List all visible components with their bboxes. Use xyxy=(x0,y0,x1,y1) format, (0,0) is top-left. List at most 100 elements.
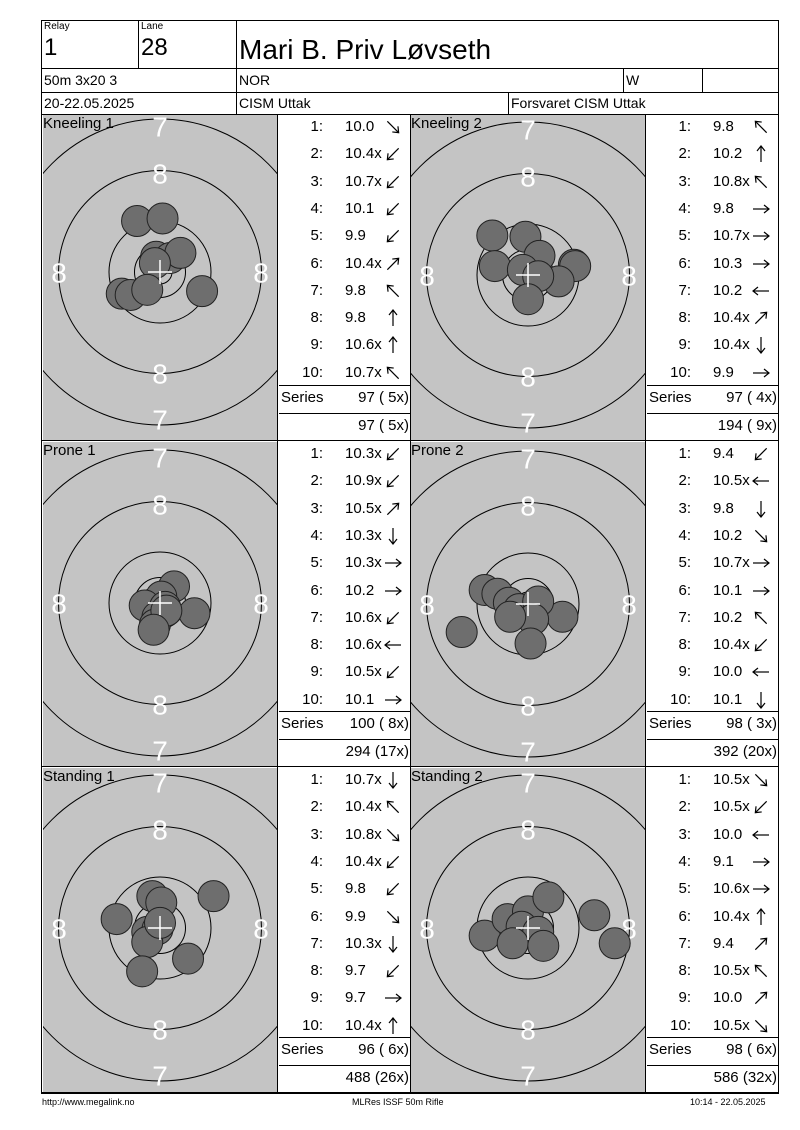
ring-number: 7 xyxy=(152,1060,168,1091)
footer-software: MLRes ISSF 50m Rifle xyxy=(352,1097,444,1107)
shot-row: 6: 10.4x xyxy=(279,251,411,278)
shot-hole xyxy=(186,275,219,308)
shot-value: 10.5x xyxy=(345,499,382,517)
direction-arrow-icon xyxy=(386,475,400,488)
shot-row: 7: 9.8 xyxy=(279,278,411,305)
shot-value: 10.7x xyxy=(345,172,382,190)
footer-url[interactable]: http://www.megalink.no xyxy=(42,1097,135,1107)
shot-value: 9.1 xyxy=(713,852,734,870)
shot-hole xyxy=(138,247,171,280)
direction-arrow-icon xyxy=(386,175,400,188)
ring-number: 8 xyxy=(621,260,637,291)
shot-row: 3: 10.7x xyxy=(279,169,411,196)
shot-number: 3: xyxy=(678,825,691,843)
shot-row: 7: 10.6x xyxy=(279,605,411,632)
series-score: 100 ( 8x) xyxy=(349,715,409,732)
direction-arrow-icon xyxy=(385,586,402,595)
shot-number: 1: xyxy=(678,771,691,788)
shot-row: 5: 10.7x xyxy=(647,223,779,250)
shot-row: 9: 10.6x xyxy=(279,332,411,359)
shot-hole xyxy=(137,613,170,646)
shot-value: 9.4 xyxy=(713,445,734,462)
event-name: 50m 3x20 3 xyxy=(44,72,118,88)
ring-number: 8 xyxy=(520,690,536,721)
shot-number: 10: xyxy=(670,690,691,708)
series-score: 98 ( 6x) xyxy=(726,1041,777,1058)
series-title: Series xyxy=(281,715,324,732)
shot-hole xyxy=(172,942,205,975)
target-ring xyxy=(411,121,645,429)
shot-value: 10.4x xyxy=(345,798,382,816)
shot-row: 4: 10.1 xyxy=(279,196,411,223)
shot-row: 3: 10.8x xyxy=(647,169,779,196)
shot-value: 9.8 xyxy=(345,281,366,299)
ring-number: 7 xyxy=(152,115,168,142)
series-score: 98 ( 3x) xyxy=(726,715,777,732)
shot-value: 10.8x xyxy=(345,825,382,843)
shot-value: 10.5x xyxy=(713,1016,750,1034)
direction-arrow-icon xyxy=(754,611,768,624)
shot-number: 4: xyxy=(310,199,323,217)
ring-number: 8 xyxy=(152,358,168,389)
shot-hole xyxy=(178,597,211,630)
shot-value: 10.4x xyxy=(345,1016,382,1034)
target-ring xyxy=(43,774,277,1082)
shot-value: 9.7 xyxy=(345,989,366,1007)
direction-arrow-icon xyxy=(754,639,768,652)
series-title: Series xyxy=(281,1041,324,1058)
shot-row: 6: 10.4x xyxy=(647,904,779,931)
series-label: Kneeling 1 xyxy=(43,115,114,132)
shot-value: 10.7x xyxy=(345,771,382,788)
direction-arrow-icon xyxy=(386,284,400,297)
shot-number: 3: xyxy=(310,825,323,843)
shot-value: 10.7x xyxy=(345,363,382,381)
shot-number: 2: xyxy=(678,472,691,490)
shot-hole xyxy=(100,903,133,936)
shot-list: 1: 10.5x 2: 10.5x 3: 10.0 4: 9.1 5: 10.6x 6: 10.4x 7… xyxy=(647,767,779,1093)
shot-hole xyxy=(476,219,509,252)
gender: W xyxy=(626,72,640,88)
series-panel: 7 8 8 8 8 7 Kneeling 2 1: 9.8 2: 10.2 3: 10.8x 4: 9.8 5… xyxy=(409,114,779,441)
competition-date: 20-22.05.2025 xyxy=(44,95,135,111)
shot-row: 9: 10.0 xyxy=(647,659,779,686)
shot-number: 8: xyxy=(678,962,691,980)
direction-arrow-icon xyxy=(754,801,768,814)
shot-value: 10.5x xyxy=(713,798,750,816)
target-ring xyxy=(43,449,277,757)
running-total: 586 (32x) xyxy=(713,1069,777,1086)
direction-arrow-icon xyxy=(388,1016,398,1034)
target-ring xyxy=(58,826,262,1030)
shot-row: 6: 9.9 xyxy=(279,904,411,931)
ring-number: 8 xyxy=(152,689,168,720)
shot-number: 6: xyxy=(310,581,323,599)
direction-arrow-icon xyxy=(754,120,768,134)
shot-row: 7: 10.2 xyxy=(647,278,779,305)
ring-number: 8 xyxy=(253,913,269,944)
shot-number: 1: xyxy=(678,445,691,462)
shot-value: 10.5x xyxy=(713,962,750,980)
shot-row: 10: 10.1 xyxy=(279,687,411,714)
shot-row: 4: 9.8 xyxy=(647,196,779,223)
ring-number: 8 xyxy=(520,361,536,392)
shot-row: 6: 10.3 xyxy=(647,251,779,278)
target-ring xyxy=(426,826,630,1030)
series-title: Series xyxy=(281,389,324,406)
shot-row: 10: 10.4x xyxy=(279,1013,411,1040)
ring-number: 8 xyxy=(253,257,269,288)
shot-row: 8: 10.6x xyxy=(279,632,411,659)
shot-number: 8: xyxy=(310,636,323,654)
shooter-name: Mari B. Priv Løvseth xyxy=(239,34,492,65)
shot-number: 5: xyxy=(310,880,323,898)
target-image: 7 8 8 8 8 7 Standing 1 xyxy=(43,768,277,1092)
shot-value: 10.4x xyxy=(345,852,382,870)
shot-hole xyxy=(131,273,164,306)
shot-value: 10.6x xyxy=(345,608,382,626)
shot-value: 9.4 xyxy=(713,934,734,952)
target-svg: 7 8 8 8 8 7 xyxy=(411,115,645,440)
shot-row: 6: 10.2 xyxy=(279,578,411,605)
running-total: 392 (20x) xyxy=(713,743,777,760)
direction-arrow-icon xyxy=(753,231,770,241)
target-image: 7 8 8 8 8 7 Kneeling 2 xyxy=(411,115,645,440)
shot-value: 9.7 xyxy=(345,962,366,980)
direction-arrow-icon xyxy=(386,910,400,923)
